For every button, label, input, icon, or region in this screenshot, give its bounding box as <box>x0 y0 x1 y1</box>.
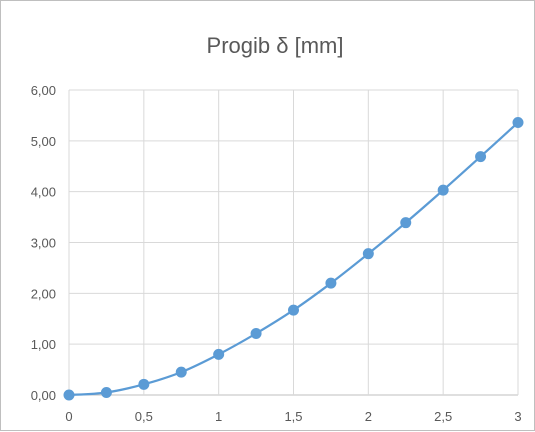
data-point <box>362 248 374 260</box>
data-point <box>213 348 225 360</box>
chart-title: Progib δ [mm] <box>207 33 344 58</box>
grid-layer <box>68 89 519 396</box>
data-point <box>400 217 412 229</box>
data-point <box>437 184 449 196</box>
y-tick-label: 2,00 <box>31 286 56 301</box>
x-tick-label: 1 <box>215 409 222 424</box>
data-point <box>288 304 299 316</box>
x-tick-label: 3 <box>514 409 521 424</box>
data-point <box>512 117 524 129</box>
series-layer <box>63 117 524 401</box>
x-tick-label: 0 <box>65 409 72 424</box>
y-tick-label: 6,00 <box>31 83 56 98</box>
y-tick-label: 4,00 <box>31 185 56 200</box>
data-point <box>63 389 75 401</box>
y-tick-label: 3,00 <box>31 236 56 251</box>
y-tick-label: 5,00 <box>31 134 56 149</box>
x-tick-label: 1,5 <box>284 409 302 424</box>
data-point <box>138 378 150 390</box>
x-tick-label: 0,5 <box>135 409 153 424</box>
data-point <box>175 366 187 378</box>
data-point <box>325 277 337 289</box>
y-tick-label: 0,00 <box>31 388 56 403</box>
data-point <box>475 151 487 163</box>
data-point <box>250 327 262 339</box>
x-tick-label: 2 <box>365 409 372 424</box>
y-tick-label: 1,00 <box>31 337 56 352</box>
axis-label-layer: 0,00 1,00 2,00 3,00 4,00 5,00 6,00 0 0,5 1 1,5 2 2,5… <box>31 83 522 424</box>
data-point <box>100 386 112 398</box>
x-tick-label: 2,5 <box>434 409 452 424</box>
